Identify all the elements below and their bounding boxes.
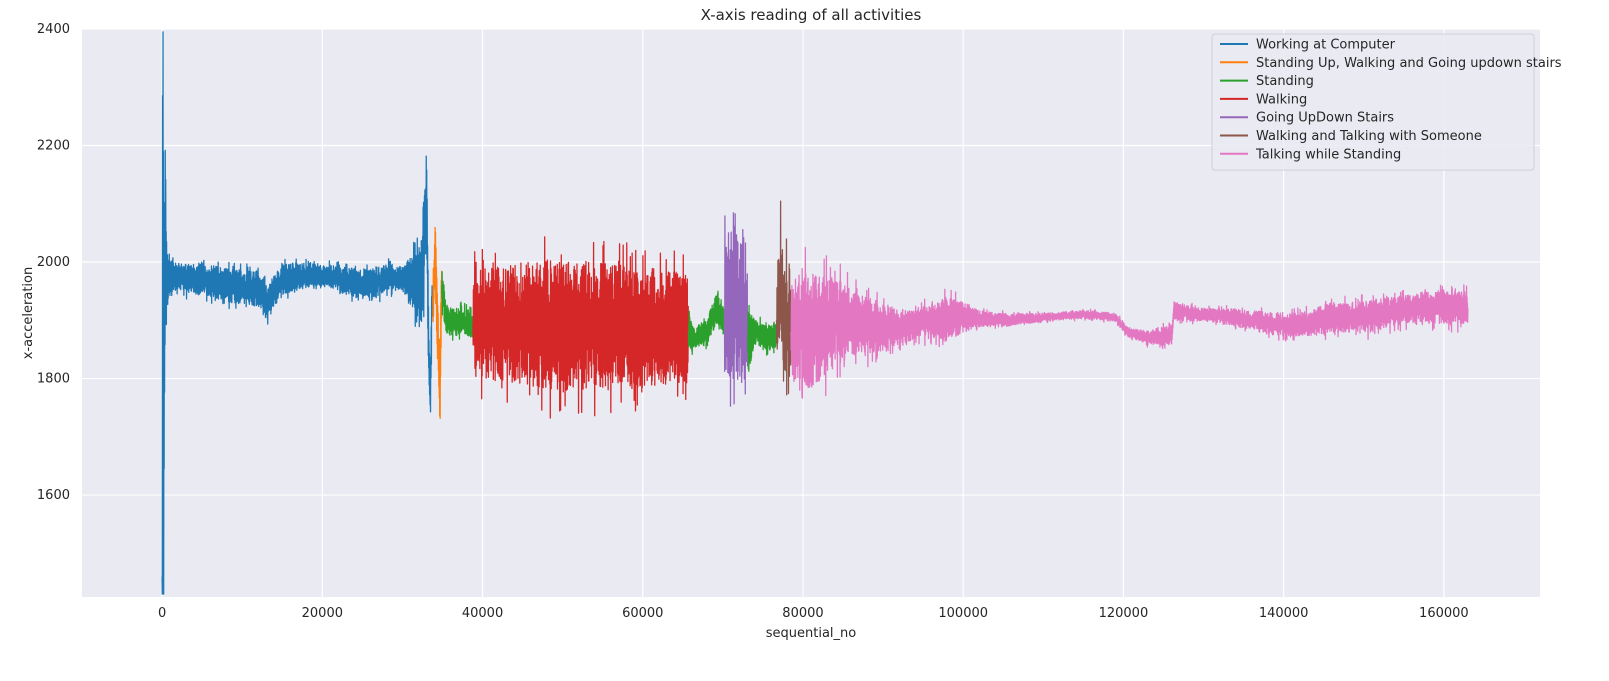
- tick-layer: 0 20000 40000 60000 80000 100000 120000 140000 1…: [37, 22, 1469, 621]
- x-tick-label: 80000: [782, 606, 823, 621]
- x-tick-label: 120000: [1099, 606, 1149, 621]
- series-line-going-updown-stairs: [723, 212, 749, 407]
- y-tick-label: 2000: [37, 255, 70, 270]
- x-tick-label: 0: [158, 606, 166, 621]
- legend-label: Working at Computer: [1256, 38, 1396, 53]
- series-line-working-at-computer: [161, 31, 433, 595]
- legend: Working at Computer Standing Up, Walking …: [1211, 33, 1562, 171]
- x-axis-title: sequential_no: [766, 626, 857, 641]
- x-tick-label: 160000: [1419, 606, 1469, 621]
- legend-label: Talking while Standing: [1255, 147, 1401, 162]
- series-layer: [161, 31, 1469, 595]
- series-line-walking: [472, 236, 690, 419]
- series-line-standing: [747, 304, 778, 372]
- x-tick-label: 20000: [302, 606, 343, 621]
- series-line-standing: [687, 290, 726, 356]
- series-line-standing-up-walking-and-going-updown-stairs: [432, 226, 443, 420]
- y-axis-title: x-acceleration: [21, 267, 36, 359]
- legend-label: Standing Up, Walking and Going updown st…: [1256, 56, 1562, 71]
- legend-label: Going UpDown Stairs: [1256, 111, 1394, 126]
- legend-label: Standing: [1256, 74, 1314, 89]
- x-tick-label: 140000: [1259, 606, 1309, 621]
- series-line-talking-while-standing: [790, 246, 1469, 399]
- y-tick-label: 1600: [37, 488, 70, 503]
- legend-box: [1211, 33, 1535, 171]
- series-line-walking-and-talking-with-someone: [775, 200, 792, 396]
- y-tick-label: 2400: [37, 22, 70, 37]
- legend-label: Walking and Talking with Someone: [1256, 129, 1482, 144]
- legend-label: Walking: [1256, 92, 1307, 107]
- x-tick-label: 40000: [462, 606, 503, 621]
- y-tick-label: 1800: [37, 372, 70, 387]
- x-tick-label: 60000: [622, 606, 663, 621]
- x-tick-label: 100000: [938, 606, 988, 621]
- series-line-standing: [441, 271, 474, 341]
- y-tick-label: 2200: [37, 139, 70, 154]
- chart-title: X-axis reading of all activities: [701, 6, 922, 24]
